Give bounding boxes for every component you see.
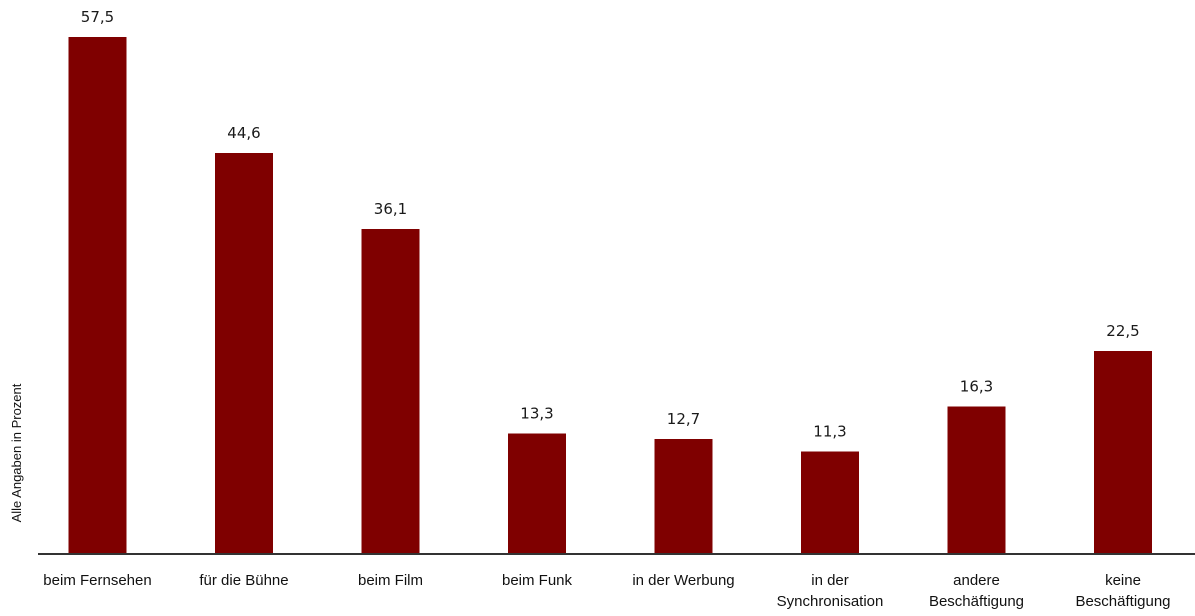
x-tick-label: beim Funk <box>502 572 573 589</box>
x-tick-label: für die Bühne <box>199 572 288 589</box>
x-tick-label-line: in der Werbung <box>632 572 734 589</box>
x-tick-label-line: Beschäftigung <box>929 593 1024 610</box>
bar <box>361 229 420 553</box>
x-tick-label: beim Fernsehen <box>43 572 151 589</box>
value-label: 12,7 <box>667 410 700 428</box>
x-tick-label-line: beim Fernsehen <box>43 572 151 589</box>
bar <box>1094 351 1152 553</box>
x-tick-label-line: für die Bühne <box>199 572 288 589</box>
bars-group <box>68 37 1152 554</box>
x-tick-labels-group: beim Fernsehen für die Bühne beim Film beim… <box>43 572 1170 610</box>
x-tick-label-line: in der <box>811 572 849 589</box>
bar <box>215 152 273 554</box>
bar <box>508 433 566 553</box>
value-label: 11,3 <box>813 423 846 441</box>
x-tick-label-line: beim Film <box>358 572 423 589</box>
bar <box>801 451 859 553</box>
x-tick-label: in der Synchronisation <box>777 572 884 610</box>
value-label: 44,6 <box>227 124 260 142</box>
value-label: 22,5 <box>1106 322 1139 340</box>
x-tick-label-line: keine <box>1105 572 1141 589</box>
x-tick-label-line: Synchronisation <box>777 593 884 610</box>
value-label: 16,3 <box>960 378 993 396</box>
value-label: 13,3 <box>520 405 553 423</box>
value-labels-group: 57,5 44,6 36,1 13,3 12,7 11,3 16,3 22,5 <box>81 8 1140 441</box>
x-tick-label-line: beim Funk <box>502 572 573 589</box>
x-tick-label: in der Werbung <box>632 572 734 589</box>
y-axis-title: Alle Angaben in Prozent <box>9 383 24 522</box>
bar <box>947 406 1006 553</box>
x-tick-label-line: andere <box>953 572 1000 589</box>
value-label: 57,5 <box>81 8 114 26</box>
value-label: 36,1 <box>374 200 407 218</box>
bar <box>68 37 127 553</box>
bar <box>654 439 713 553</box>
x-tick-label-line: Beschäftigung <box>1075 593 1170 610</box>
x-tick-label: beim Film <box>358 572 423 589</box>
x-tick-label: andere Beschäftigung <box>929 572 1024 610</box>
x-tick-label: keine Beschäftigung <box>1075 572 1170 610</box>
